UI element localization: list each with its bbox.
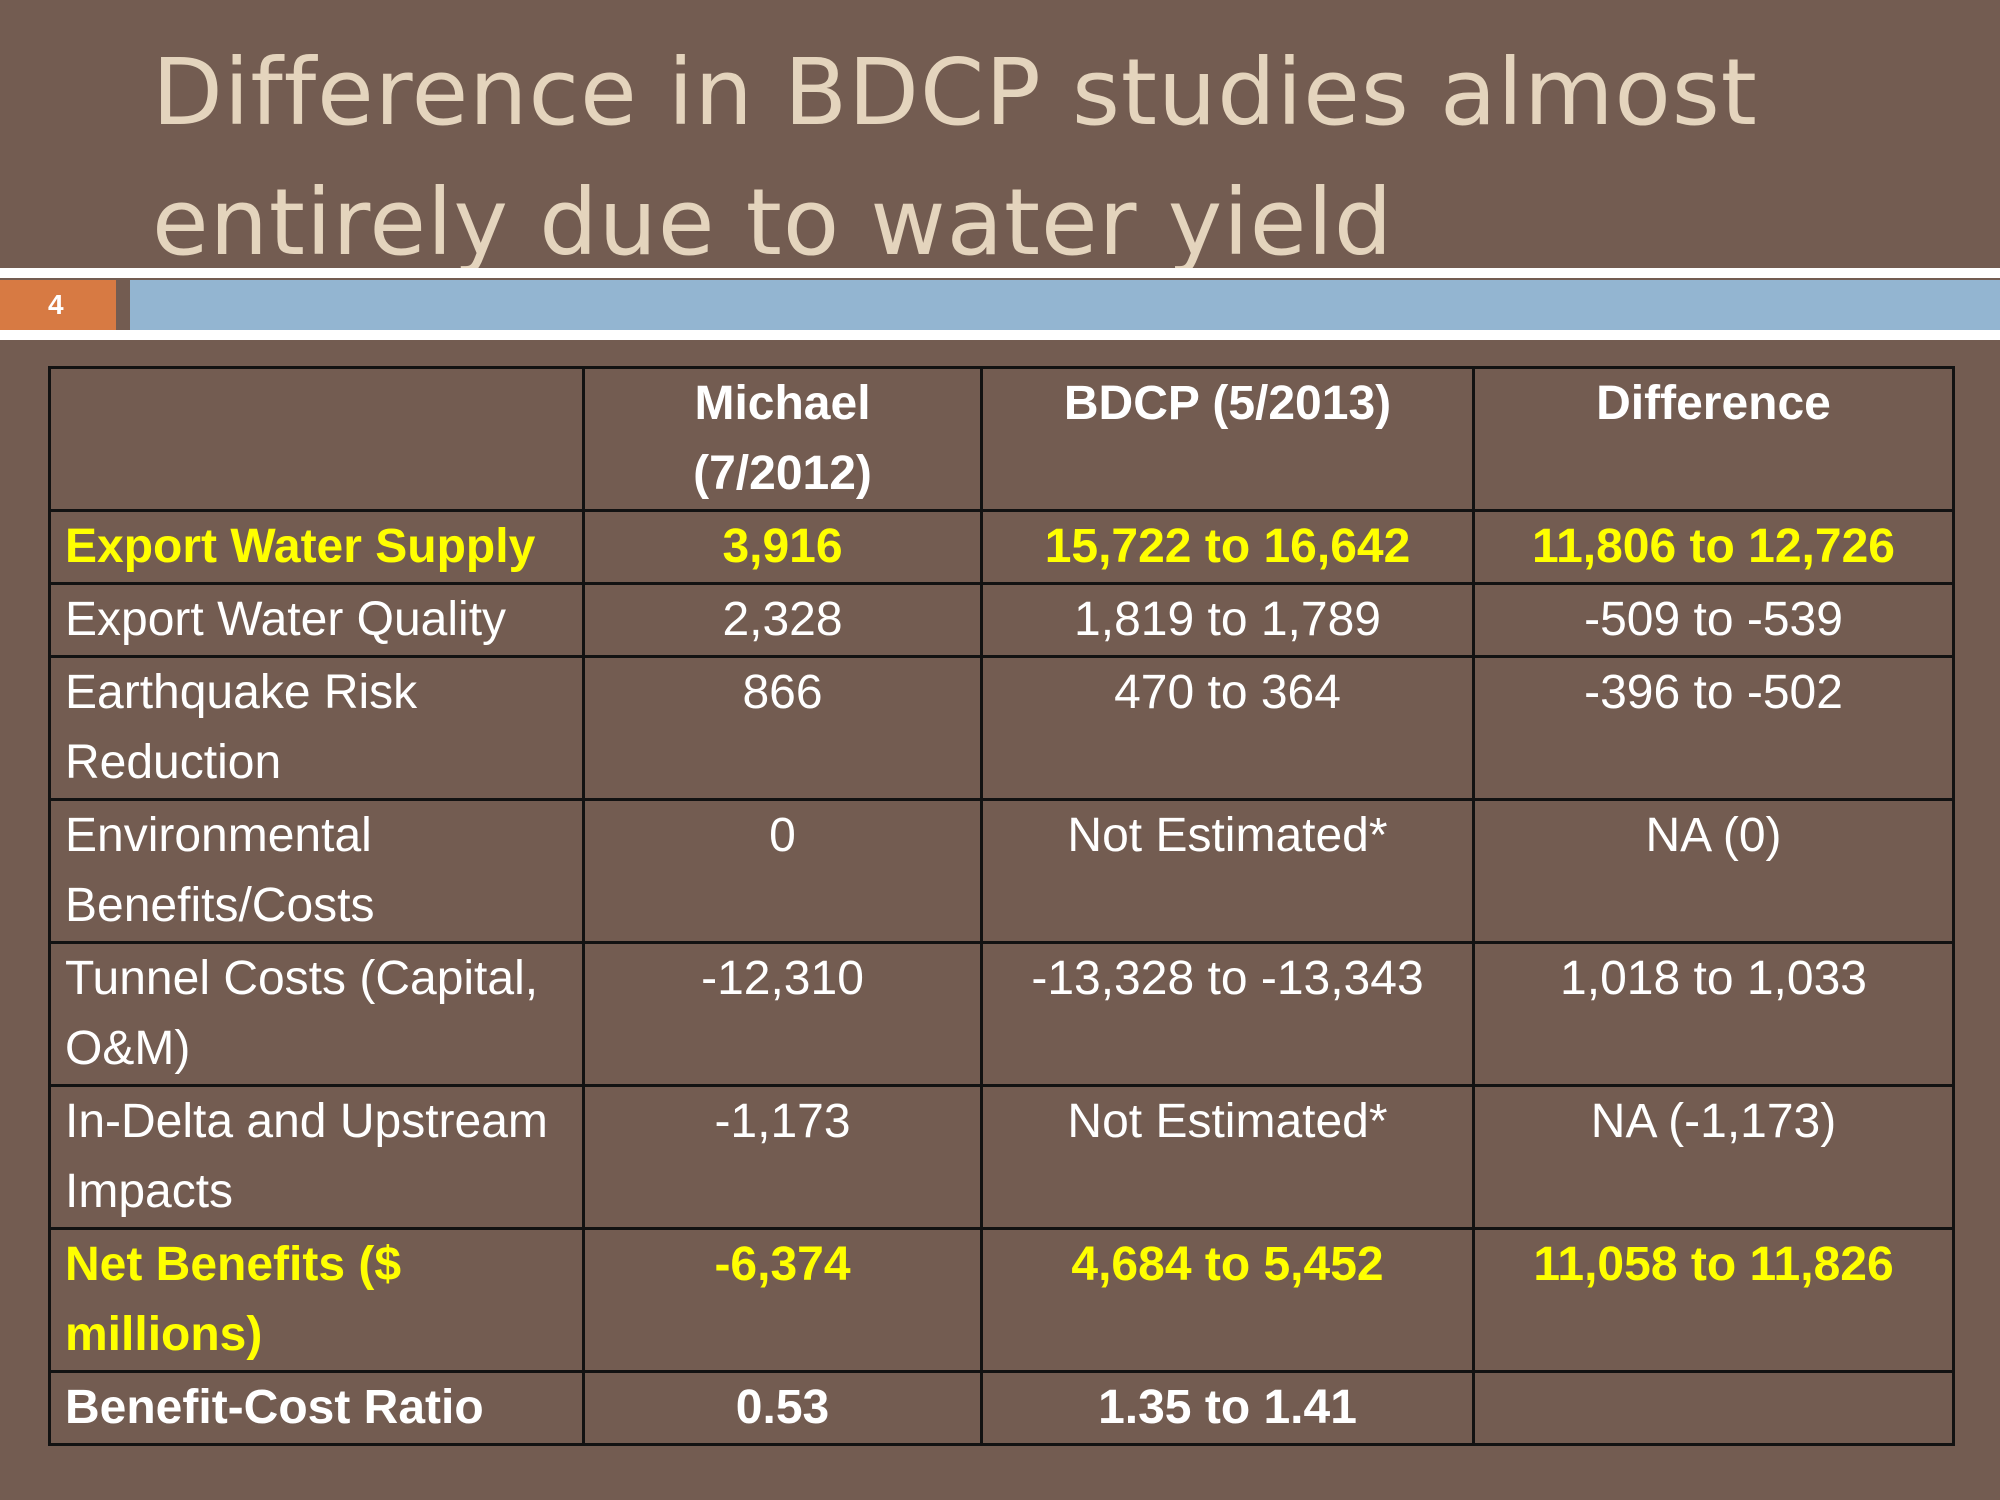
table-row: Earthquake Risk Reduction 866 470 to 364… [48,655,1955,801]
table-row: In-Delta and Upstream Impacts -1,173 Not… [48,1084,1955,1230]
table-header-row: Michael (7/2012) BDCP (5/2013) Differenc… [48,366,1955,512]
difference-value: 11,806 to 12,726 [1472,509,1955,585]
bdcp-value: 4,684 to 5,452 [980,1227,1475,1373]
title-divider-top [0,268,2000,278]
difference-value: 11,058 to 11,826 [1472,1227,1955,1373]
difference-value: -396 to -502 [1472,655,1955,801]
bdcp-value: 1.35 to 1.41 [980,1370,1475,1446]
michael-value: 3,916 [582,509,983,585]
difference-value [1472,1370,1955,1446]
michael-value: 0.53 [582,1370,983,1446]
column-header-label [48,366,585,512]
bdcp-value: 1,819 to 1,789 [980,582,1475,658]
michael-value: 866 [582,655,983,801]
bdcp-value: Not Estimated* [980,798,1475,944]
row-label: Export Water Supply [48,509,585,585]
slide-title: Difference in BDCP studies almost entire… [152,39,1758,276]
bdcp-value: -13,328 to -13,343 [980,941,1475,1087]
difference-value: NA (0) [1472,798,1955,944]
bdcp-value: 15,722 to 16,642 [980,509,1475,585]
table-row: Tunnel Costs (Capital, O&M) -12,310 -13,… [48,941,1955,1087]
michael-value: -12,310 [582,941,983,1087]
accent-bar [130,280,2000,330]
slide-number: 4 [0,280,116,330]
michael-value: -1,173 [582,1084,983,1230]
row-label: Export Water Quality [48,582,585,658]
difference-value: 1,018 to 1,033 [1472,941,1955,1087]
column-header-bdcp: BDCP (5/2013) [980,366,1475,512]
title-divider-bottom [0,330,2000,340]
row-label: Tunnel Costs (Capital, O&M) [48,941,585,1087]
table-row: Environmental Benefits/Costs 0 Not Estim… [48,798,1955,944]
row-label: In-Delta and Upstream Impacts [48,1084,585,1230]
table-row: Net Benefits ($ millions) -6,374 4,684 t… [48,1227,1955,1373]
table-row: Export Water Quality 2,328 1,819 to 1,78… [48,582,1955,658]
row-label: Environmental Benefits/Costs [48,798,585,944]
bdcp-value: 470 to 364 [980,655,1475,801]
michael-value: 0 [582,798,983,944]
difference-value: NA (-1,173) [1472,1084,1955,1230]
table-row: Export Water Supply 3,916 15,722 to 16,6… [48,509,1955,585]
michael-value: 2,328 [582,582,983,658]
column-header-michael: Michael (7/2012) [582,366,983,512]
row-label: Net Benefits ($ millions) [48,1227,585,1373]
column-header-difference: Difference [1472,366,1955,512]
bdcp-value: Not Estimated* [980,1084,1475,1230]
table-row: Benefit-Cost Ratio 0.53 1.35 to 1.41 [48,1370,1955,1446]
michael-value: -6,374 [582,1227,983,1373]
row-label: Earthquake Risk Reduction [48,655,585,801]
row-label: Benefit-Cost Ratio [48,1370,585,1446]
difference-value: -509 to -539 [1472,582,1955,658]
comparison-table: Michael (7/2012) BDCP (5/2013) Differenc… [48,366,1955,1446]
